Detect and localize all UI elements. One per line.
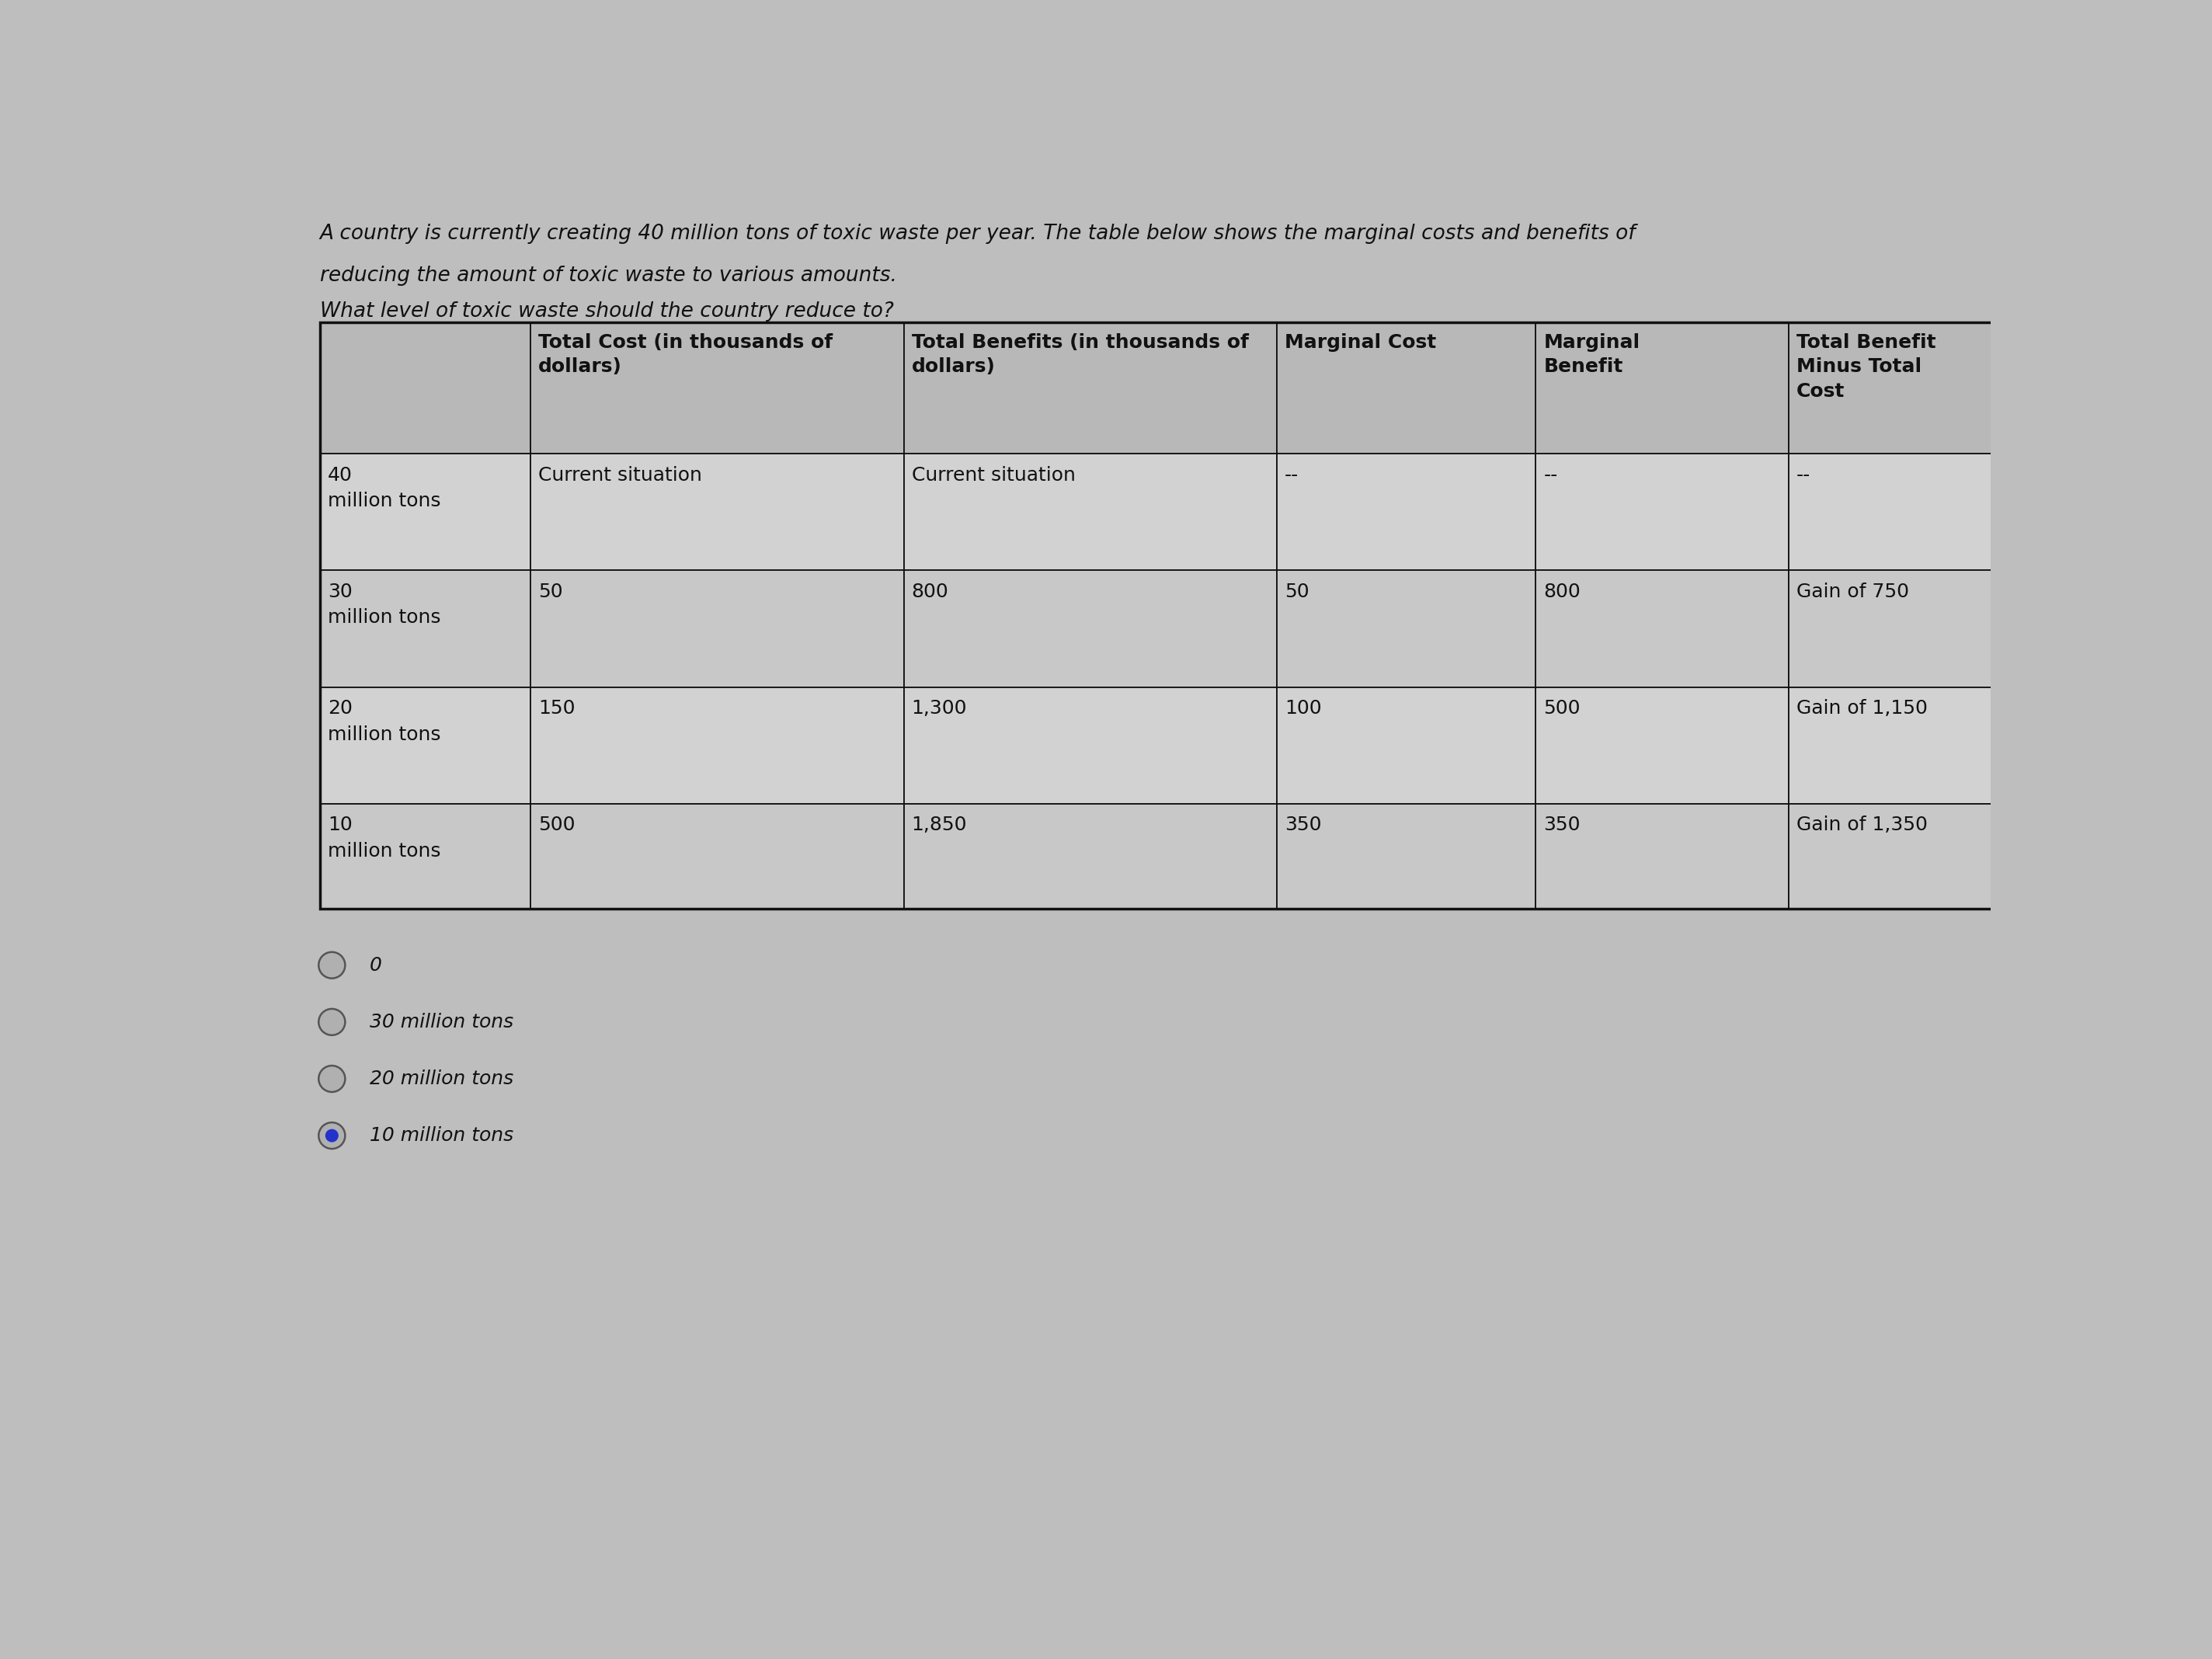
Text: 10
million tons: 10 million tons — [327, 816, 440, 861]
Text: 30
million tons: 30 million tons — [327, 582, 440, 627]
Bar — [1276, 322, 1535, 455]
Bar — [1276, 687, 1535, 803]
Bar — [1276, 571, 1535, 687]
Text: 350: 350 — [1544, 816, 1579, 834]
Bar — [531, 455, 905, 571]
Bar — [531, 803, 905, 909]
Circle shape — [319, 1009, 345, 1035]
Bar — [531, 571, 905, 687]
Circle shape — [319, 1065, 345, 1092]
Bar — [1790, 322, 2150, 455]
Text: reducing the amount of toxic waste to various amounts.: reducing the amount of toxic waste to va… — [321, 265, 896, 285]
Text: 10 million tons: 10 million tons — [369, 1126, 513, 1145]
Bar — [321, 571, 531, 687]
Bar — [1535, 687, 1790, 803]
Text: 20 million tons: 20 million tons — [369, 1070, 513, 1088]
Text: Marginal Cost: Marginal Cost — [1285, 333, 1436, 352]
Text: Total Benefits (in thousands of
dollars): Total Benefits (in thousands of dollars) — [911, 333, 1248, 377]
Bar — [905, 803, 1276, 909]
Text: 50: 50 — [538, 582, 562, 601]
Bar — [905, 687, 1276, 803]
Text: 1,300: 1,300 — [911, 698, 967, 718]
Text: 350: 350 — [1285, 816, 1321, 834]
Text: Gain of 750: Gain of 750 — [1796, 582, 1909, 601]
Text: Current situation: Current situation — [911, 466, 1075, 484]
Bar — [905, 322, 1276, 455]
Bar — [321, 687, 531, 803]
Bar — [531, 687, 905, 803]
Text: 800: 800 — [1544, 582, 1582, 601]
Text: 500: 500 — [1544, 698, 1579, 718]
Bar — [1535, 322, 1790, 455]
Text: --: -- — [1285, 466, 1298, 484]
Text: --: -- — [1796, 466, 1812, 484]
Bar — [1276, 803, 1535, 909]
Bar — [905, 571, 1276, 687]
Bar — [905, 455, 1276, 571]
Text: Total Benefit
Minus Total
Cost: Total Benefit Minus Total Cost — [1796, 333, 1936, 401]
Bar — [1535, 455, 1790, 571]
Bar — [321, 322, 531, 455]
Text: 1,850: 1,850 — [911, 816, 967, 834]
Text: 500: 500 — [538, 816, 575, 834]
Text: 40
million tons: 40 million tons — [327, 466, 440, 511]
Bar — [1790, 803, 2150, 909]
Text: Gain of 1,350: Gain of 1,350 — [1796, 816, 1927, 834]
Bar — [321, 803, 531, 909]
Text: Current situation: Current situation — [538, 466, 701, 484]
Bar — [1535, 571, 1790, 687]
Bar — [321, 322, 2150, 909]
Bar — [1790, 571, 2150, 687]
Text: --: -- — [1544, 466, 1557, 484]
Text: 150: 150 — [538, 698, 575, 718]
Text: 30 million tons: 30 million tons — [369, 1012, 513, 1032]
Bar — [1790, 455, 2150, 571]
Text: 0: 0 — [369, 956, 383, 974]
Bar — [1276, 455, 1535, 571]
Text: 100: 100 — [1285, 698, 1323, 718]
Text: Total Cost (in thousands of
dollars): Total Cost (in thousands of dollars) — [538, 333, 832, 377]
Text: 20
million tons: 20 million tons — [327, 698, 440, 743]
Text: What level of toxic waste should the country reduce to?: What level of toxic waste should the cou… — [321, 302, 894, 322]
Bar — [1535, 803, 1790, 909]
Text: 800: 800 — [911, 582, 949, 601]
Circle shape — [325, 1130, 338, 1141]
Bar — [1790, 687, 2150, 803]
Bar — [321, 455, 531, 571]
Text: A country is currently creating 40 million tons of toxic waste per year. The tab: A country is currently creating 40 milli… — [321, 224, 1637, 244]
Text: Marginal
Benefit: Marginal Benefit — [1544, 333, 1639, 377]
Circle shape — [319, 1123, 345, 1148]
Text: 50: 50 — [1285, 582, 1310, 601]
Bar — [531, 322, 905, 455]
Text: Gain of 1,150: Gain of 1,150 — [1796, 698, 1927, 718]
Circle shape — [319, 952, 345, 979]
